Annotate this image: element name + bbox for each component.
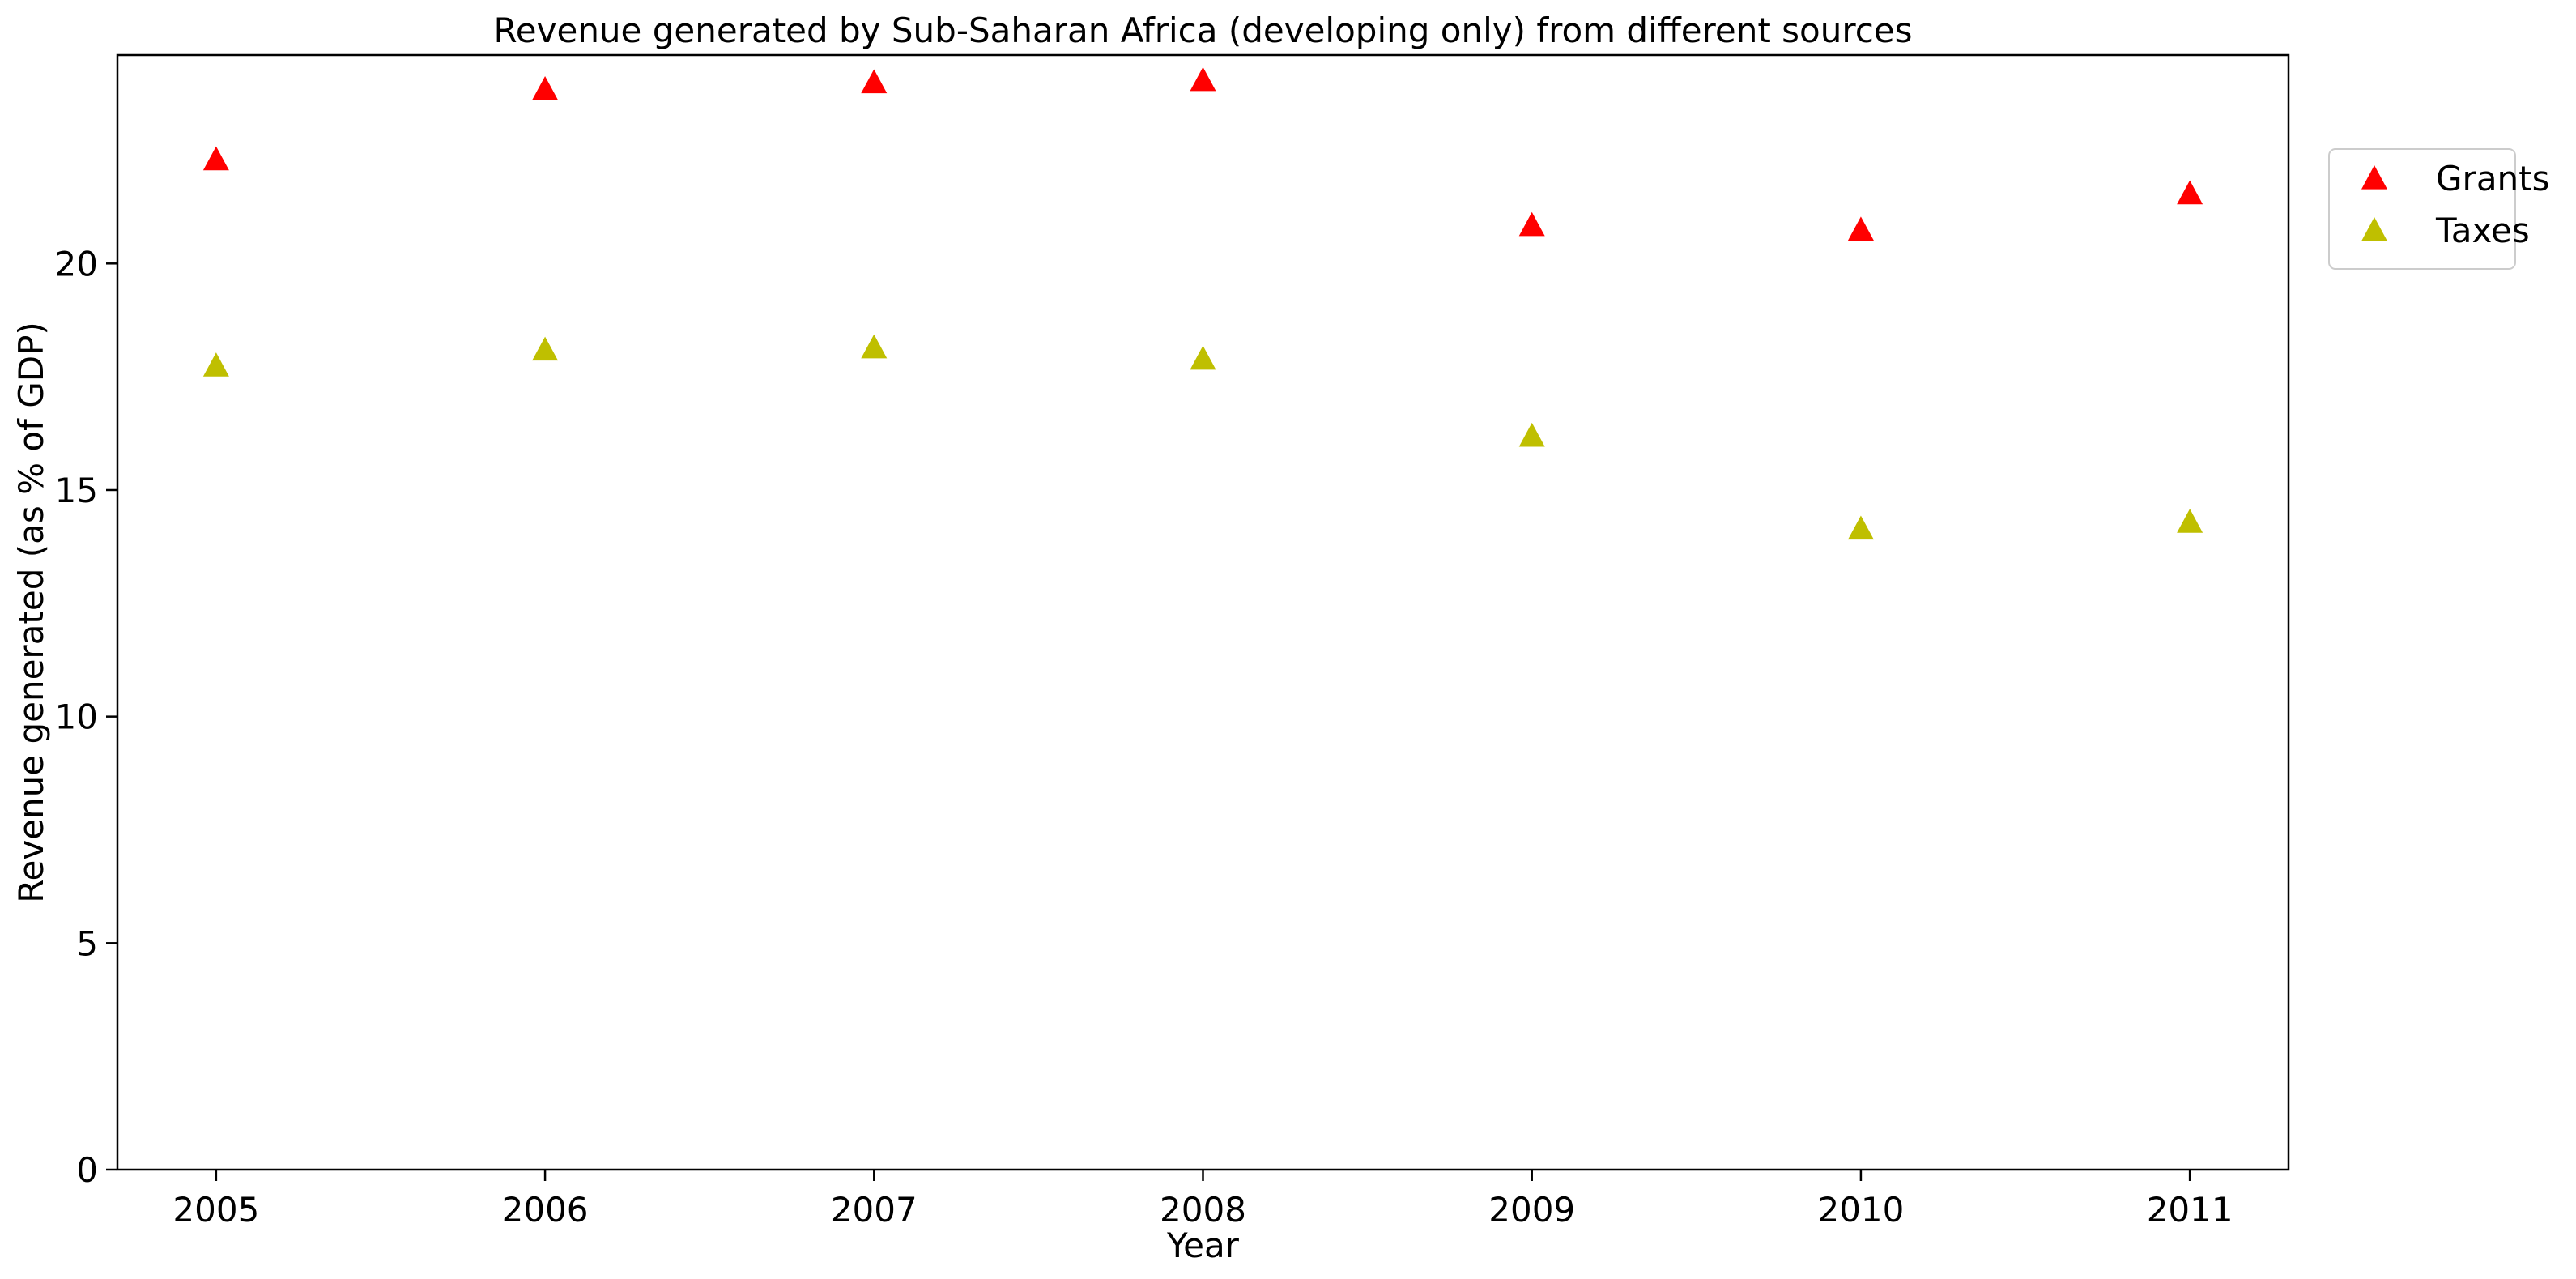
legend-label-grants: Grants	[2436, 159, 2550, 198]
plot-area	[116, 53, 2290, 1171]
y-axis: 0 5 10 15 20	[55, 244, 117, 1190]
series-grants	[202, 66, 2203, 241]
y-tick-label: 15	[55, 471, 98, 510]
x-tick-label: 2011	[2147, 1190, 2233, 1230]
taxes-point-2007	[861, 334, 888, 359]
taxes-point-2005	[202, 352, 229, 377]
grants-point-2007	[861, 69, 888, 94]
grants-point-2008	[1190, 66, 1216, 92]
legend-marker-taxes	[2361, 217, 2387, 241]
x-tick-label: 2005	[172, 1190, 259, 1230]
y-axis-label: Revenue generated (as % of GDP)	[11, 322, 51, 903]
y-tick-label: 10	[55, 697, 98, 737]
y-tick-label: 20	[55, 244, 98, 284]
taxes-point-2010	[1847, 515, 1874, 540]
legend-label-taxes: Taxes	[2435, 211, 2530, 250]
y-tick-label: 5	[76, 923, 98, 963]
x-tick-label: 2010	[1817, 1190, 1904, 1230]
grants-point-2006	[532, 75, 559, 100]
grants-point-2011	[2177, 180, 2203, 205]
x-axis: 2005 2006 2007 2008 2009 2010 2011	[172, 1170, 2233, 1230]
x-tick-label: 2006	[502, 1190, 589, 1230]
data-series	[202, 66, 2203, 540]
grants-point-2010	[1847, 216, 1874, 241]
grants-point-2005	[202, 146, 229, 171]
legend: Grants Taxes	[2328, 148, 2550, 270]
x-tick-label: 2009	[1488, 1190, 1575, 1230]
grants-point-2009	[1518, 211, 1545, 237]
taxes-point-2008	[1190, 345, 1216, 370]
x-tick-label: 2007	[831, 1190, 918, 1230]
legend-marker-grants	[2361, 165, 2387, 190]
y-tick-label: 0	[76, 1150, 98, 1190]
chart-title: Revenue generated by Sub-Saharan Africa …	[493, 11, 1912, 50]
series-taxes	[202, 334, 2203, 540]
taxes-point-2006	[532, 336, 559, 361]
x-tick-label: 2008	[1160, 1190, 1246, 1230]
taxes-point-2009	[1518, 422, 1545, 447]
taxes-point-2011	[2177, 509, 2203, 533]
x-axis-label: Year	[1166, 1226, 1240, 1265]
